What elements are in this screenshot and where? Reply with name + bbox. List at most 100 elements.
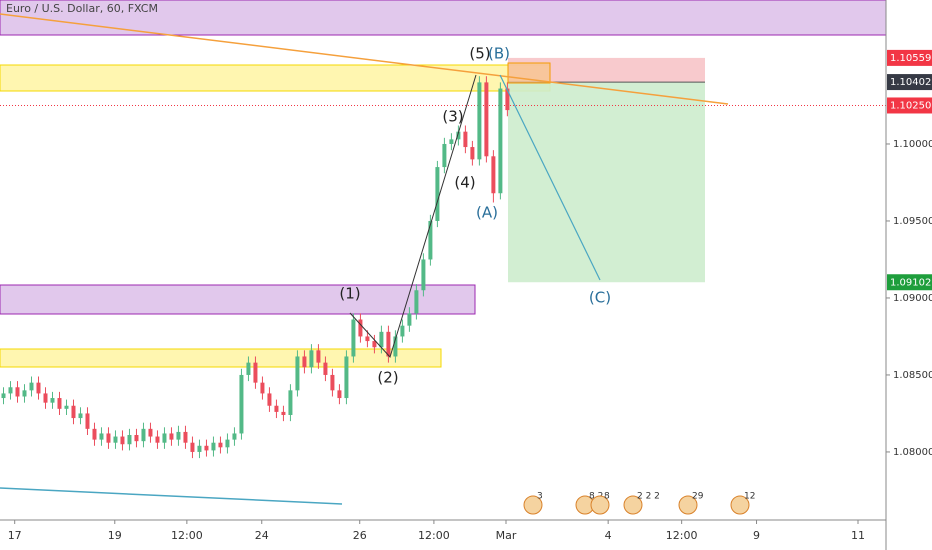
wave-label: (B) [488, 45, 510, 63]
candle-body [351, 319, 356, 357]
event-icon [590, 495, 610, 515]
y-tick-label: 1.08000 [893, 447, 932, 458]
candle-body [71, 405, 76, 419]
event-label: 8 [604, 492, 610, 502]
candle-body [190, 442, 195, 452]
candle-body [211, 442, 216, 451]
zone [0, 348, 442, 368]
candle-body [232, 433, 237, 440]
price-tag [887, 49, 932, 66]
price-tag [887, 274, 932, 291]
candle-body [337, 390, 342, 399]
wave-line [349, 74, 477, 358]
zone [0, 284, 476, 315]
candle-body [407, 313, 412, 326]
candle-body [428, 220, 433, 260]
candles [1, 76, 510, 459]
wave-label: (4) [454, 174, 475, 192]
x-tick-label: 12:00 [171, 529, 203, 542]
candle-body [295, 356, 300, 391]
candle-body [43, 393, 48, 403]
candle-body [491, 156, 496, 194]
y-tick-label: 1.10000 [893, 139, 932, 150]
candle-body [435, 167, 440, 221]
candle-body [456, 131, 461, 140]
candle-body [358, 319, 363, 337]
candle-body [29, 382, 34, 391]
candle-body [442, 143, 447, 168]
price-tag [887, 74, 932, 91]
candle-body [302, 356, 307, 368]
x-tick-label: 4 [605, 529, 612, 542]
candle-body [463, 131, 468, 148]
wave-label: (5) [469, 45, 490, 63]
wave-line [499, 74, 601, 281]
x-tick-label: 12:00 [418, 529, 450, 542]
candle-body [323, 362, 328, 375]
candle-body [372, 341, 377, 348]
candle-body [162, 433, 167, 443]
candle-body [316, 350, 321, 363]
candle-body [393, 336, 398, 357]
event-label: 29 [692, 492, 704, 502]
candle-body [253, 362, 258, 383]
candle-body [99, 433, 104, 440]
x-tick-label: 9 [753, 529, 760, 542]
candle-body [183, 431, 188, 443]
x-tick-label: Mar [496, 529, 517, 542]
candle-body [225, 439, 230, 448]
zone [0, 64, 551, 92]
candle-body [64, 405, 69, 409]
candle-body [106, 433, 111, 443]
candle-body [155, 436, 160, 443]
candle-body [127, 435, 132, 445]
event-label: 2 2 2 [637, 492, 660, 502]
price-tag-label: 1.09102 [890, 277, 931, 288]
candle-body [449, 139, 454, 144]
candle-body [22, 390, 27, 397]
event-label: 12 [744, 492, 755, 502]
price-tag [887, 97, 932, 114]
candle-body [92, 428, 97, 440]
y-tick-label: 1.09000 [893, 293, 932, 304]
candle-body [274, 405, 279, 412]
candle-body [197, 445, 202, 452]
candle-body [15, 387, 20, 397]
wave-label: (1) [339, 285, 360, 303]
candle-body [239, 374, 244, 434]
candle-body [498, 88, 503, 194]
candle-body [330, 374, 335, 391]
candle-body [8, 387, 13, 394]
wave-label: (A) [476, 204, 498, 222]
candle-body [505, 88, 510, 111]
wave-label: (C) [589, 289, 611, 307]
candle-body [421, 259, 426, 291]
x-tick-label: 12:00 [666, 529, 698, 542]
candle-body [204, 445, 209, 451]
x-tick-label: 19 [108, 529, 122, 542]
candle-body [344, 356, 349, 399]
event-label: 3 [537, 492, 543, 502]
event-icon [523, 495, 543, 515]
candle-body [134, 435, 139, 442]
position [0, 57, 886, 283]
event-icon [678, 495, 698, 515]
candle-body [148, 428, 153, 437]
price-tag-label: 1.10402 [890, 77, 931, 88]
candle-body [169, 433, 174, 440]
candle-body [176, 431, 181, 440]
candle-body [484, 82, 489, 157]
event-icon [623, 495, 643, 515]
candle-body [141, 428, 146, 442]
candle-body [386, 331, 391, 357]
candle-body [50, 398, 55, 403]
candle-body [477, 82, 482, 160]
candle-body [260, 382, 265, 394]
candle-body [288, 390, 293, 415]
candle-body [365, 336, 370, 342]
candle-body [379, 331, 384, 348]
candle-body [120, 436, 125, 445]
candle-body [85, 413, 90, 429]
candle-body [78, 413, 83, 419]
